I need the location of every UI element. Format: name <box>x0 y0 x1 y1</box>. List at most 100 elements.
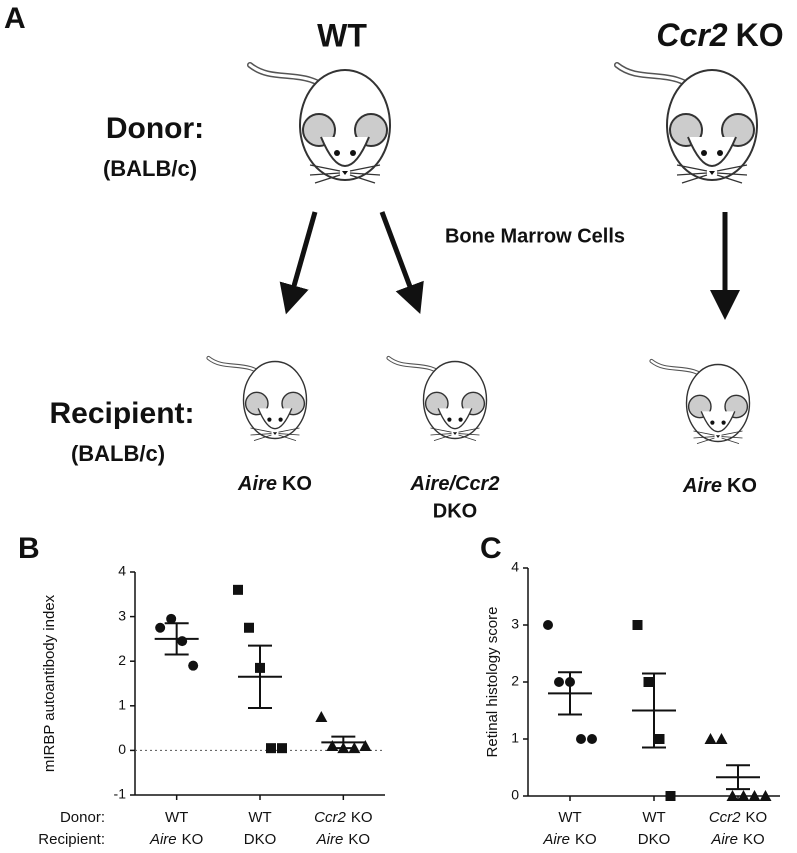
gene: Aire <box>237 473 277 495</box>
y-tick-label: 2 <box>118 652 126 668</box>
point <box>277 743 287 754</box>
error-bar <box>642 672 666 749</box>
point <box>543 620 553 630</box>
point <box>654 734 665 744</box>
x-tick-label: DKO <box>638 831 671 848</box>
point <box>726 790 739 801</box>
y-tick-label: 3 <box>511 616 519 632</box>
panel-label: A <box>4 2 26 35</box>
point <box>554 677 564 687</box>
point <box>244 622 254 633</box>
recipient-label: Aire/Ccr2 <box>410 473 500 495</box>
x-tick-label: Aire KO <box>542 831 596 848</box>
point <box>632 620 643 630</box>
arrow <box>279 211 318 315</box>
suffix: KO <box>351 809 373 826</box>
row-label: Donor: <box>60 809 105 826</box>
panel-label: C <box>480 532 502 565</box>
suffix: KO <box>575 831 597 848</box>
mouse <box>209 358 307 441</box>
suffix: KO <box>736 17 784 53</box>
x-tick-label: WT <box>642 809 665 826</box>
point <box>759 790 772 801</box>
suffix: WT <box>642 809 665 826</box>
x-tick-label: Aire KO <box>149 831 203 848</box>
point <box>715 733 728 744</box>
y-tick-label: 4 <box>118 563 126 579</box>
y-tick-label: 0 <box>511 787 519 803</box>
y-axis-label: Retinal histology score <box>484 607 501 758</box>
donor-label: Ccr2 KO <box>656 17 783 53</box>
strain-label: (BALB/c) <box>71 441 165 466</box>
suffix: WT <box>248 809 271 826</box>
suffix: KO <box>743 831 765 848</box>
point <box>665 791 676 801</box>
suffix: WT <box>165 809 188 826</box>
y-tick-label: 0 <box>118 741 126 757</box>
arrow-label: Bone Marrow Cells <box>445 225 625 247</box>
x-tick-label: WT <box>558 809 581 826</box>
point <box>315 710 328 722</box>
gene: Aire <box>682 475 722 497</box>
error-bar <box>331 735 356 750</box>
y-tick-label: 3 <box>118 607 126 623</box>
point <box>748 790 761 801</box>
x-tick-label: Ccr2 KO <box>709 809 767 826</box>
x-tick-label: WT <box>165 809 188 826</box>
point <box>704 733 717 744</box>
y-tick-label: 4 <box>511 559 519 575</box>
point <box>188 660 199 671</box>
suffix: KO <box>745 809 767 826</box>
suffix: WT <box>558 809 581 826</box>
point <box>737 790 750 801</box>
y-tick-label: 1 <box>511 730 519 746</box>
point <box>643 677 654 687</box>
x-tick-label: Aire KO <box>316 831 370 848</box>
suffix: KO <box>727 475 757 497</box>
point <box>587 734 597 744</box>
y-tick-label: 1 <box>118 697 126 713</box>
error-bar <box>164 622 189 656</box>
diagram: A WT Ccr2 KO Donor: (BALB/c) Bone Marrow … <box>4 2 784 466</box>
point <box>177 636 188 647</box>
x-tick-label: DKO <box>244 831 277 848</box>
gene: Aire <box>710 831 738 848</box>
suffix: DKO <box>244 831 277 848</box>
donor-label: WT <box>317 17 367 53</box>
mouse <box>389 358 487 441</box>
mouse <box>250 65 390 183</box>
row-label: Recipient: <box>38 831 105 848</box>
y-tick-label: -1 <box>114 786 127 802</box>
error-bar <box>248 644 272 710</box>
point <box>576 734 586 744</box>
row-label: Recipient: <box>49 397 194 430</box>
gene: Aire <box>316 831 344 848</box>
gene: Aire <box>149 831 177 848</box>
error-bar <box>558 671 582 716</box>
arrow <box>379 211 424 315</box>
gene: Aire/Ccr2 <box>410 473 500 495</box>
error-bar <box>726 764 750 791</box>
x-tick-label: Aire KO <box>710 831 764 848</box>
x-tick-label: WT <box>248 809 271 826</box>
point <box>233 584 243 595</box>
row-label: Donor: <box>106 112 204 145</box>
mouse <box>617 65 757 183</box>
recipient-label: Aire KO <box>682 475 757 497</box>
gene: Aire <box>542 831 570 848</box>
point <box>155 622 166 633</box>
recipient-label: DKO <box>433 500 477 522</box>
gene: Ccr2 <box>314 809 346 826</box>
suffix: KO <box>282 473 312 495</box>
y-tick-label: 2 <box>511 673 519 689</box>
point <box>266 743 276 754</box>
panel-label: B <box>18 532 40 565</box>
mouse <box>652 361 750 444</box>
suffix: DKO <box>638 831 671 848</box>
point <box>359 739 372 751</box>
strain-label: (BALB/c) <box>103 156 197 181</box>
suffix: KO <box>348 831 370 848</box>
recipient-label: Aire KO <box>237 473 312 495</box>
suffix: KO <box>182 831 204 848</box>
